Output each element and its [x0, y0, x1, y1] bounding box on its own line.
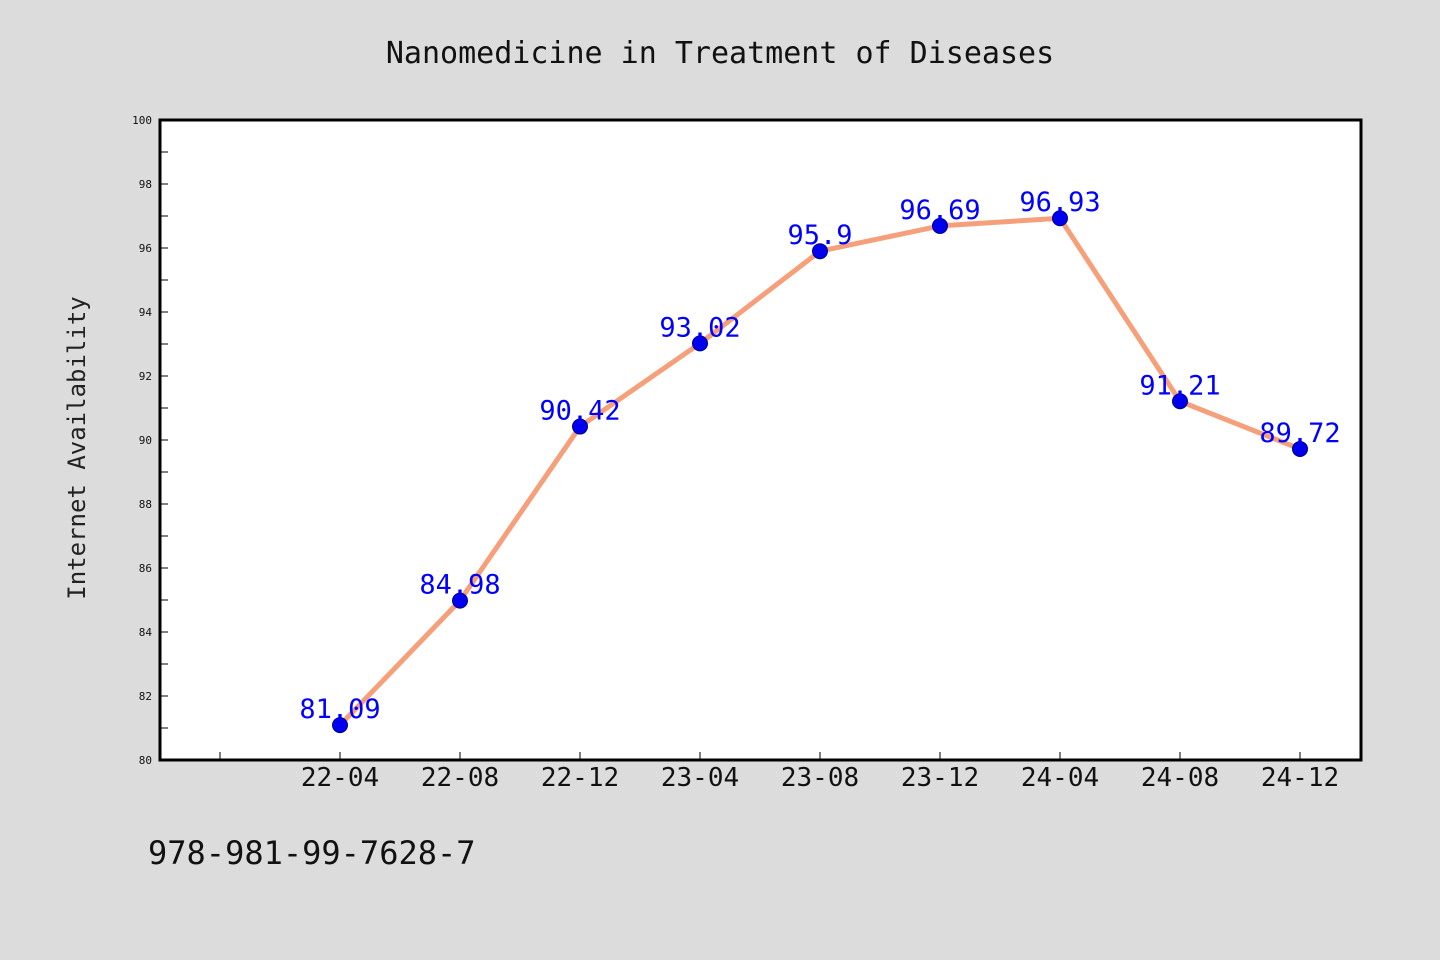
y-axis-label: Internet Availability — [63, 296, 91, 599]
data-label: 95.9 — [787, 220, 852, 251]
y-tick-label: 88 — [139, 498, 152, 511]
data-label: 81.09 — [299, 694, 380, 725]
y-tick-label: 82 — [139, 690, 152, 703]
plot-frame — [158, 118, 1363, 762]
x-tick-label: 23-04 — [661, 763, 739, 793]
footer-text: 978-981-99-7628-7 — [148, 834, 476, 872]
data-point — [1292, 440, 1308, 457]
y-tick-label: 92 — [139, 370, 152, 383]
x-tick-label: 22-04 — [301, 763, 379, 793]
y-tick-label: 100 — [132, 114, 152, 127]
y-tick-label: 90 — [139, 434, 152, 447]
data-points — [332, 210, 1308, 734]
plot-area — [160, 120, 1361, 760]
y-tick-label: 86 — [139, 562, 152, 575]
data-point — [1172, 393, 1188, 410]
data-label: 93.02 — [659, 312, 740, 343]
data-label: 89.72 — [1259, 418, 1340, 449]
data-label: 96.69 — [899, 195, 980, 226]
data-point — [452, 592, 468, 609]
x-tick-label: 24-04 — [1021, 763, 1099, 793]
data-label: 90.42 — [539, 396, 620, 427]
data-point — [332, 717, 348, 734]
data-label: 84.98 — [419, 570, 500, 601]
data-point — [812, 243, 828, 260]
x-axis: 22-04 22-08 22-12 23-04 23-08 23-12 24-04 24-08… — [219, 752, 1339, 793]
y-axis: 80 82 84 86 88 90 92 94 96 98 100 — [132, 114, 168, 767]
data-label: 96.93 — [1019, 187, 1100, 218]
chart-title: Nanomedicine in Treatment of Diseases — [386, 36, 1054, 71]
data-point — [692, 335, 708, 352]
x-tick-label: 22-12 — [541, 763, 619, 793]
data-point — [1052, 210, 1068, 227]
y-tick-label: 98 — [139, 178, 152, 191]
data-point — [932, 217, 948, 234]
data-point — [572, 418, 588, 435]
y-tick-label: 84 — [139, 626, 153, 639]
x-tick-label: 23-08 — [781, 763, 859, 793]
x-tick-label: 23-12 — [901, 763, 979, 793]
x-tick-label: 24-08 — [1141, 763, 1219, 793]
x-tick-label: 22-08 — [421, 763, 499, 793]
y-tick-label: 94 — [139, 306, 153, 319]
data-label: 91.21 — [1139, 370, 1220, 401]
y-tick-label: 96 — [139, 242, 152, 255]
x-tick-label: 24-12 — [1261, 763, 1339, 793]
y-tick-label: 80 — [139, 754, 152, 767]
data-labels: 81.09 84.98 90.42 93.02 95.9 96.69 96.93 91.21 8… — [299, 187, 1340, 725]
